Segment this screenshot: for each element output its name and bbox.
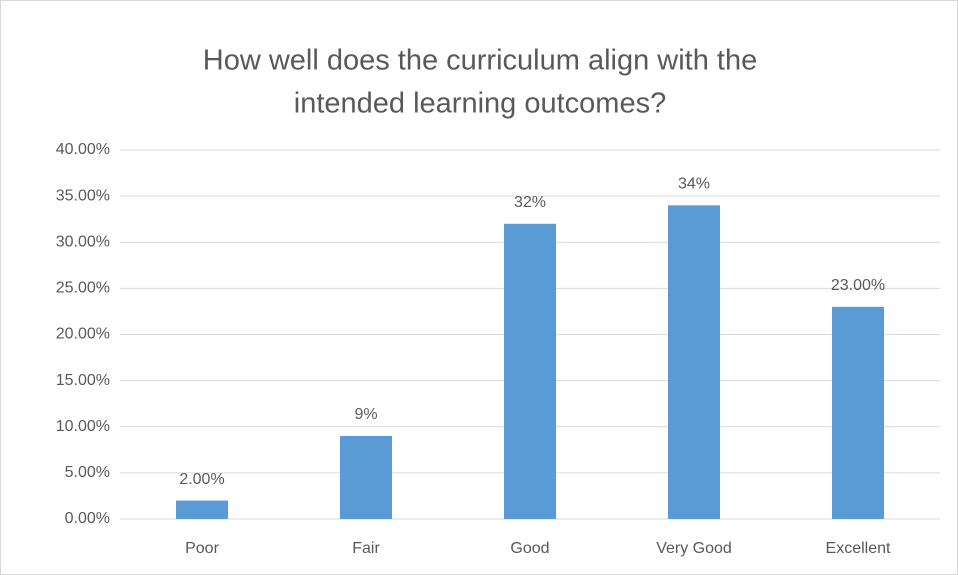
x-tick-label: Fair: [352, 540, 380, 557]
y-tick-label: 35.00%: [56, 187, 110, 204]
bar: [176, 500, 228, 519]
chart-title: intended learning outcomes?: [294, 88, 666, 120]
y-tick-label: 0.00%: [65, 510, 110, 527]
x-tick-label: Excellent: [826, 540, 891, 557]
bar: [832, 306, 884, 519]
bar: [668, 205, 720, 519]
chart-title: How well does the curriculum align with …: [203, 45, 757, 77]
data-label: 2.00%: [179, 471, 224, 488]
y-tick-label: 30.00%: [56, 233, 110, 250]
x-tick-label: Very Good: [656, 540, 732, 557]
bar: [504, 223, 556, 520]
data-label: 32%: [514, 194, 546, 211]
data-label: 9%: [354, 406, 377, 423]
y-tick-label: 10.00%: [56, 418, 110, 435]
y-tick-label: 40.00%: [56, 141, 110, 158]
x-tick-label: Poor: [185, 540, 219, 557]
y-tick-label: 25.00%: [56, 280, 110, 297]
y-tick-label: 5.00%: [65, 464, 110, 481]
y-tick-label: 20.00%: [56, 326, 110, 343]
x-tick-label: Good: [510, 540, 549, 557]
data-label: 23.00%: [831, 277, 885, 294]
data-label: 34%: [678, 176, 710, 193]
y-tick-label: 15.00%: [56, 372, 110, 389]
bar: [340, 435, 392, 519]
